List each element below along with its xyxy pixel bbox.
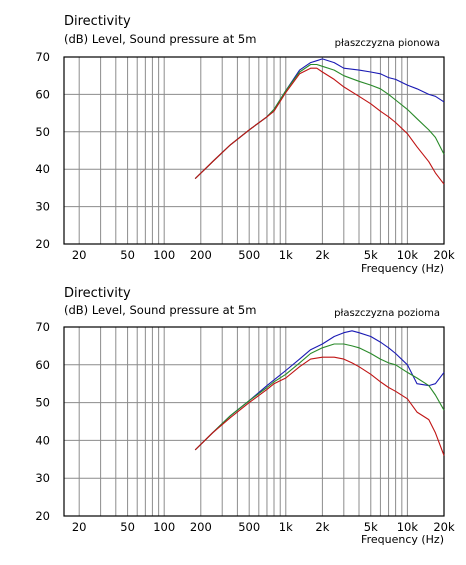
- x-axis-label: Frequency (Hz): [361, 533, 444, 546]
- x-tick-label: 10k: [397, 520, 419, 534]
- series-line-3: [194, 356, 445, 456]
- x-tick-label: 1k: [279, 520, 293, 534]
- x-tick-label: 20k: [433, 248, 455, 262]
- x-tick-label: 100: [153, 520, 175, 534]
- y-tick-label: 40: [35, 433, 50, 447]
- directivity-chart-horizontal: Directivity (dB) Level, Sound pressure a…: [35, 286, 455, 546]
- x-tick-label: 100: [153, 248, 175, 262]
- x-tick-label: 5k: [364, 248, 378, 262]
- x-tick-label: 5k: [364, 520, 378, 534]
- directivity-chart-vertical: Directivity (dB) Level, Sound pressure a…: [35, 14, 455, 275]
- chart-title: Directivity: [64, 286, 131, 301]
- x-tick-label: 50: [120, 520, 135, 534]
- y-tick-label: 20: [35, 509, 50, 523]
- plot-grid: [64, 327, 444, 516]
- x-tick-label: 20k: [433, 520, 455, 534]
- y-tick-label: 40: [35, 162, 50, 176]
- y-tick-label: 50: [35, 125, 50, 139]
- plot-frame: [63, 326, 445, 517]
- x-tick-label: 2k: [315, 520, 329, 534]
- series-group: [194, 58, 445, 185]
- x-tick-label: 500: [238, 248, 260, 262]
- chart-title: Directivity: [64, 14, 131, 29]
- x-tick-label: 500: [238, 520, 260, 534]
- x-tick-label: 10k: [397, 248, 419, 262]
- y-tick-label: 60: [35, 87, 50, 101]
- y-tick-labels: 70 60 50 40 30 20: [35, 320, 50, 523]
- series-line-1: [194, 330, 445, 451]
- y-tick-label: 70: [35, 320, 50, 334]
- x-tick-label: 20: [72, 248, 87, 262]
- chart-subtitle: (dB) Level, Sound pressure at 5m: [64, 303, 256, 317]
- y-tick-labels: 70 60 50 40 30 20: [35, 50, 50, 251]
- y-tick-label: 60: [35, 358, 50, 372]
- x-tick-label: 20: [72, 520, 87, 534]
- series-line-1: [194, 58, 445, 179]
- chart-subtitle: (dB) Level, Sound pressure at 5m: [64, 32, 256, 46]
- x-axis-label: Frequency (Hz): [361, 262, 444, 275]
- series-line-2: [194, 343, 445, 451]
- series-group: [194, 330, 445, 456]
- x-tick-label: 200: [190, 520, 212, 534]
- y-tick-label: 50: [35, 396, 50, 410]
- y-tick-label: 70: [35, 50, 50, 64]
- y-tick-label: 30: [35, 471, 50, 485]
- plane-annotation: płaszczyzna pozioma: [334, 308, 440, 319]
- x-tick-label: 200: [190, 248, 212, 262]
- y-tick-label: 20: [35, 237, 50, 251]
- x-tick-label: 2k: [315, 248, 329, 262]
- series-line-2: [194, 63, 445, 179]
- x-tick-labels: 20 50 100 200 500 1k 2k 5k 10k 20k: [72, 520, 455, 534]
- x-tick-labels: 20 50 100 200 500 1k 2k 5k 10k 20k: [72, 248, 455, 262]
- plane-annotation: płaszczyzna pionowa: [335, 38, 440, 49]
- x-tick-label: 50: [120, 248, 135, 262]
- x-tick-label: 1k: [279, 248, 293, 262]
- y-tick-label: 30: [35, 200, 50, 214]
- plot-frame: [63, 56, 445, 245]
- series-line-3: [194, 67, 445, 185]
- plot-grid: [64, 57, 444, 244]
